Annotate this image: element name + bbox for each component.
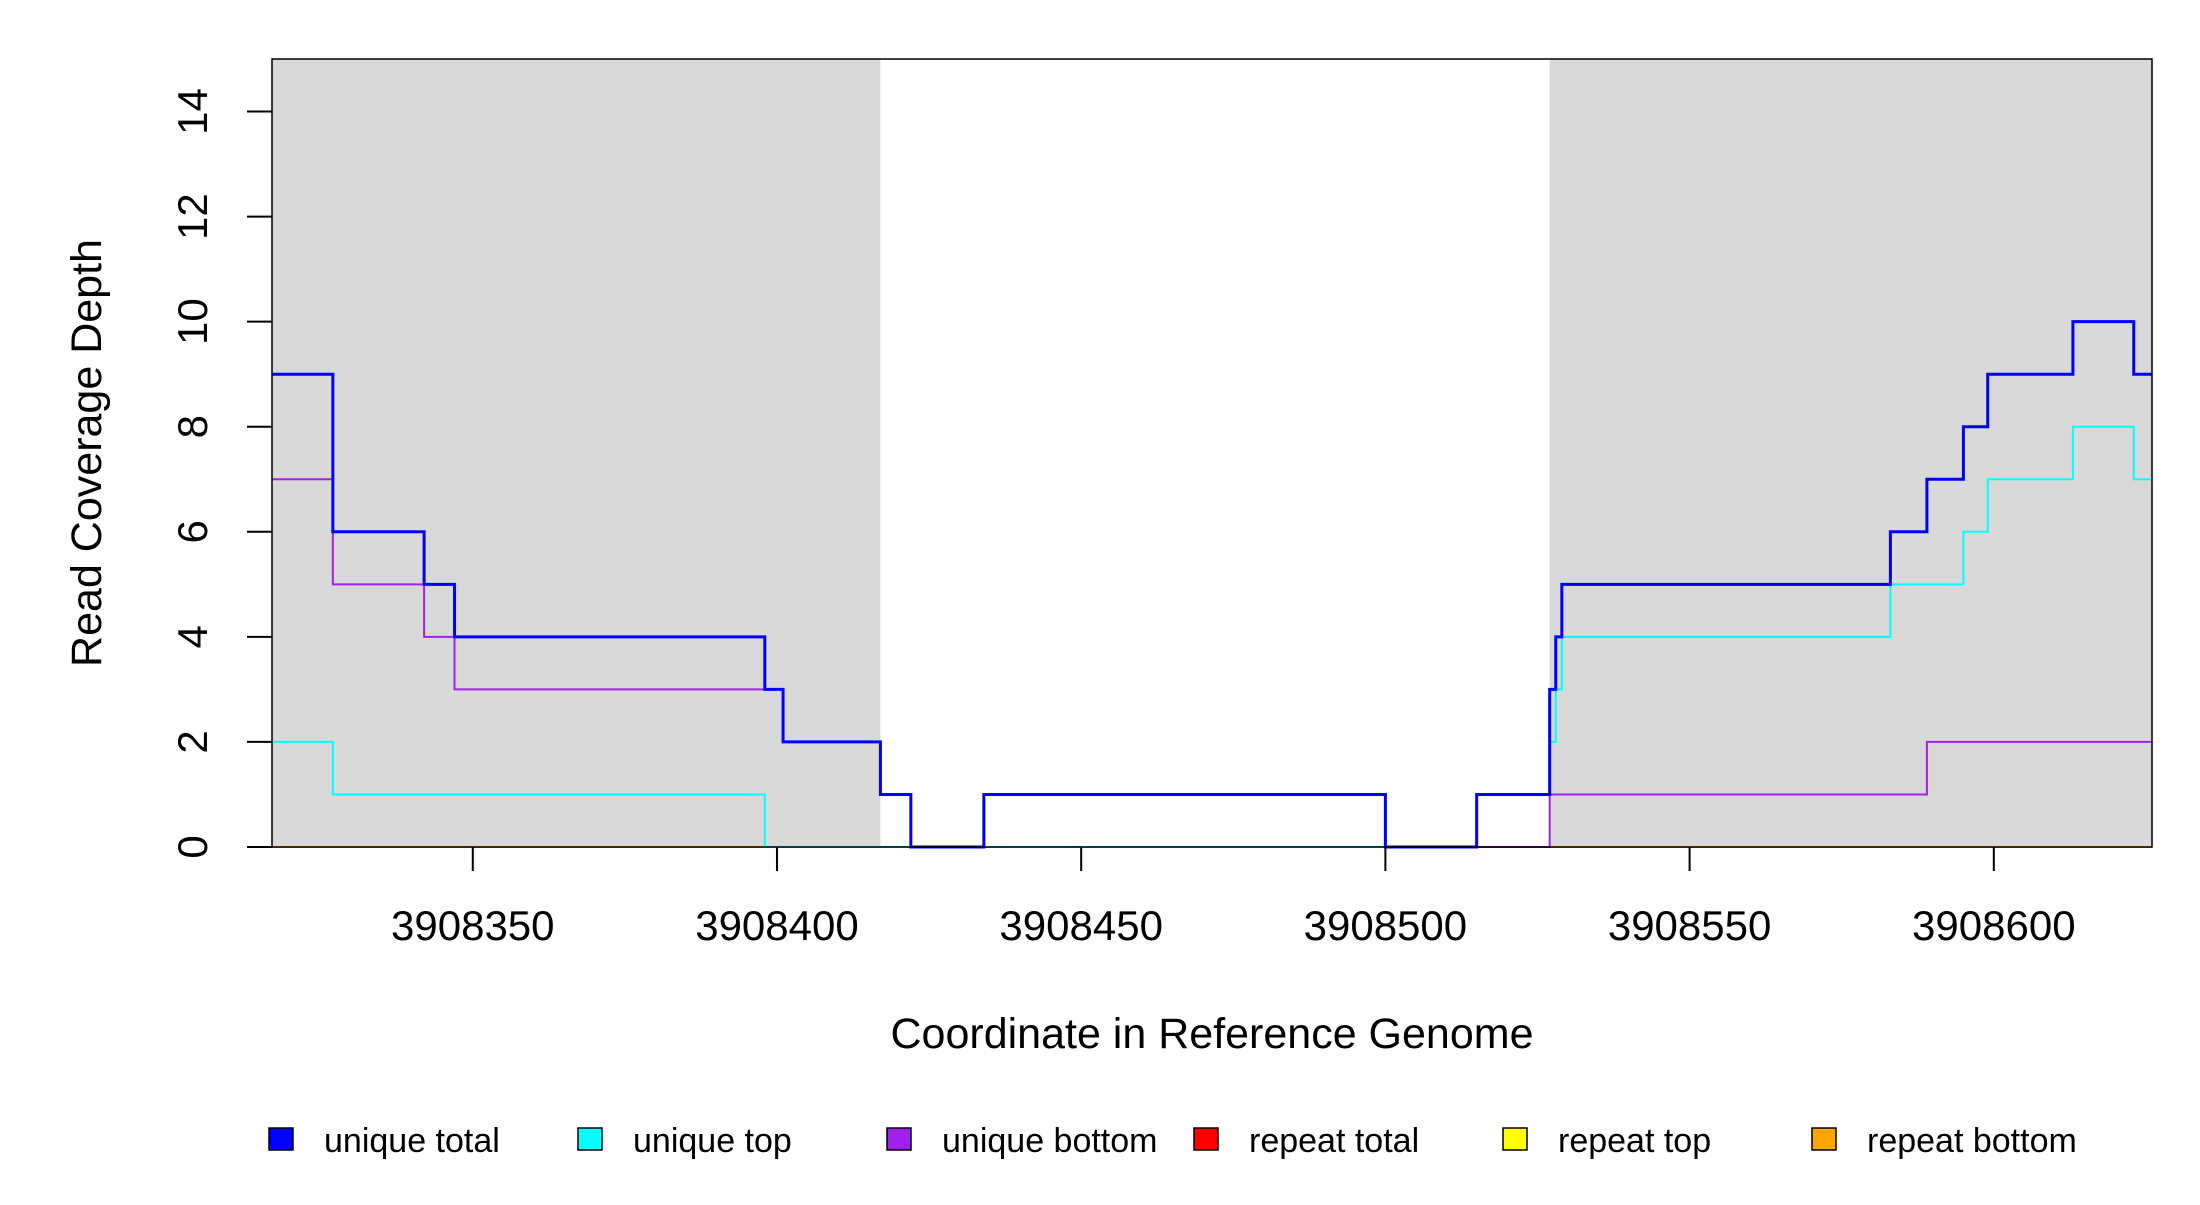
- y-axis: 0 2 4 6 8 10 12 14: [169, 88, 272, 859]
- y-tick-label: 6: [169, 520, 216, 543]
- y-tick-label: 8: [169, 415, 216, 438]
- x-tick-label: 3908450: [999, 902, 1163, 949]
- shaded-region: [1549, 59, 2152, 847]
- x-tick-label: 3908550: [1608, 902, 1772, 949]
- legend-label: unique total: [324, 1122, 500, 1160]
- y-tick-label: 14: [169, 88, 216, 135]
- shaded-regions: [272, 59, 2152, 847]
- legend-label: unique top: [633, 1122, 792, 1160]
- legend-swatch: [268, 1127, 294, 1151]
- y-tick-label: 2: [169, 730, 216, 753]
- y-tick-label: 12: [169, 193, 216, 240]
- shaded-region: [272, 59, 881, 847]
- plot-frame: [271, 58, 2153, 848]
- legend: unique total unique top unique bottom repea…: [268, 1122, 2077, 1160]
- legend-swatch: [1193, 1127, 1219, 1151]
- legend-swatch: [1502, 1127, 1528, 1151]
- y-tick-label: 4: [169, 625, 216, 648]
- legend-label: repeat top: [1558, 1122, 1711, 1160]
- x-tick-label: 3908500: [1304, 902, 1468, 949]
- x-tick-label: 3908600: [1912, 902, 2076, 949]
- series-line-unique-top: [272, 425, 2152, 848]
- x-tick-label: 3908350: [391, 902, 555, 949]
- x-axis-label: Coordinate in Reference Genome: [891, 1010, 1534, 1058]
- legend-label: repeat total: [1249, 1122, 1419, 1160]
- y-tick-label: 0: [169, 835, 216, 858]
- y-tick-label: 10: [169, 298, 216, 345]
- series-line-unique-total: [272, 320, 2152, 849]
- legend-label: repeat bottom: [1867, 1122, 2077, 1160]
- legend-swatch: [1811, 1127, 1837, 1151]
- x-axis: 3908350 3908400 3908450 3908500 3908550 39086…: [391, 847, 2076, 949]
- y-axis-label: Read Coverage Depth: [63, 239, 111, 667]
- legend-swatch: [577, 1127, 603, 1151]
- x-tick-label: 3908400: [695, 902, 859, 949]
- legend-label: unique bottom: [942, 1122, 1158, 1160]
- legend-swatch: [886, 1127, 912, 1151]
